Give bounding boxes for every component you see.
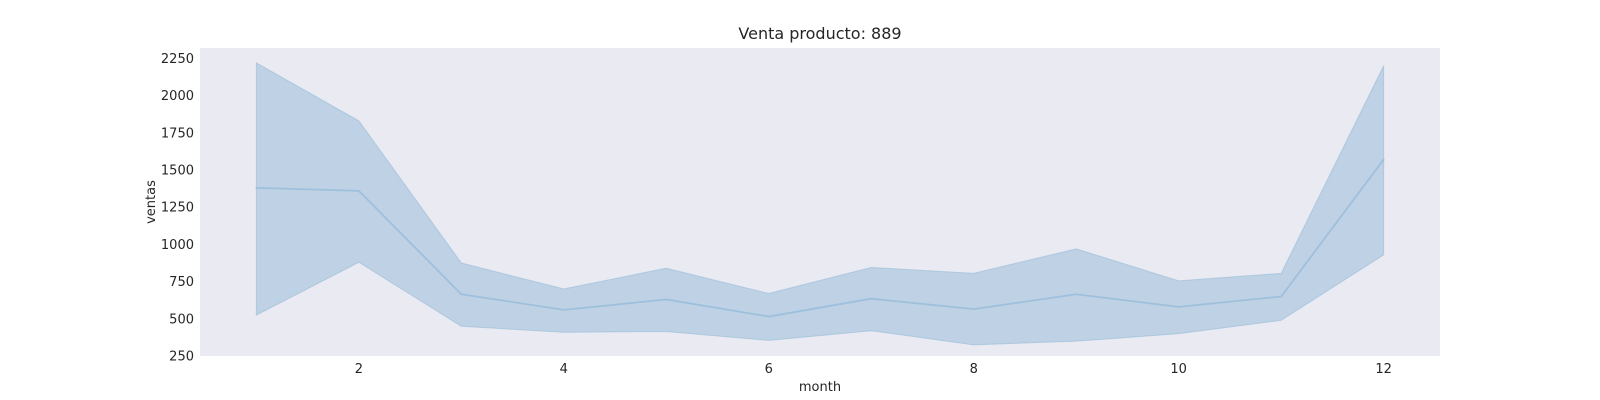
data-point [1177, 306, 1180, 308]
confidence-band [255, 62, 1385, 346]
y-tick-label: 1500 [161, 164, 194, 179]
y-tick-label: 1750 [161, 126, 194, 141]
data-point [972, 308, 975, 310]
data-point [358, 190, 360, 192]
y-axis-ticks: 250 500 750 1000 1250 1500 1750 2000 2250 [161, 52, 194, 365]
y-tick-label: 2000 [161, 89, 194, 104]
x-tick-label: 6 [765, 362, 773, 377]
x-axis-label: month [799, 380, 841, 395]
data-point [460, 293, 463, 296]
y-tick-label: 250 [169, 350, 194, 365]
data-point [665, 298, 668, 301]
confidence-band-layer [255, 62, 1385, 346]
y-tick-label: 750 [169, 275, 194, 290]
y-tick-label: 1000 [161, 238, 194, 253]
x-tick-label: 10 [1170, 362, 1187, 377]
y-tick-label: 2250 [161, 52, 194, 67]
data-point [767, 315, 770, 318]
y-axis-label: ventas [144, 180, 159, 224]
x-tick-label: 4 [560, 362, 568, 377]
data-point [255, 187, 258, 189]
y-tick-label: 500 [169, 312, 194, 327]
line-layer [255, 158, 1385, 318]
y-tick-label: 1250 [161, 201, 194, 216]
x-tick-label: 8 [970, 362, 978, 377]
data-point [563, 309, 565, 311]
data-point [1075, 293, 1077, 296]
series-line [256, 159, 1385, 318]
data-point [1382, 158, 1385, 161]
x-tick-label: 12 [1375, 362, 1392, 377]
x-axis-ticks: 2 4 6 8 10 12 [355, 362, 1392, 377]
x-tick-label: 2 [355, 362, 363, 377]
data-point [870, 297, 873, 300]
chart-title: Venta producto: 889 [738, 24, 901, 43]
data-point [1280, 295, 1282, 298]
